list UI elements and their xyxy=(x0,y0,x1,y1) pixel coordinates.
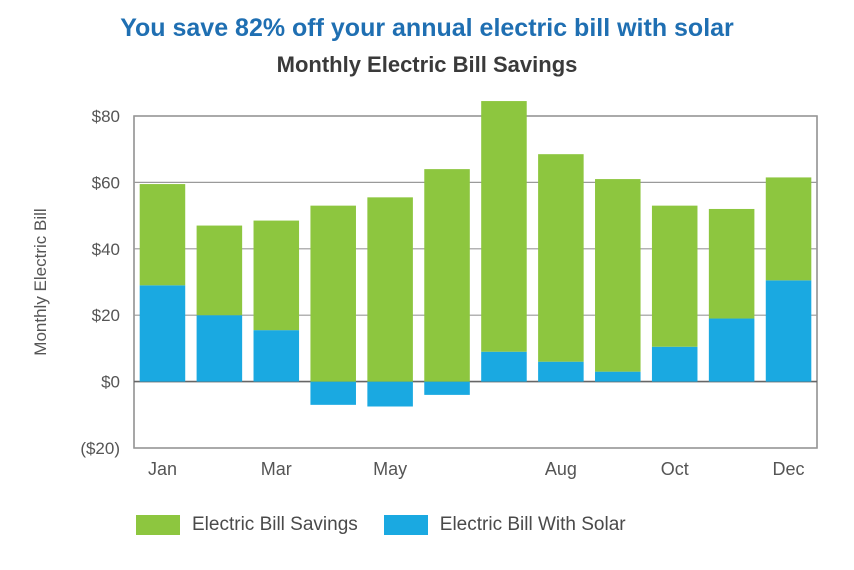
bar-savings-mar xyxy=(253,220,300,331)
bar-with-solar-sep xyxy=(595,371,641,382)
bar-with-solar-feb xyxy=(196,315,243,382)
bar-with-solar-apr xyxy=(310,381,356,405)
bar-savings-nov xyxy=(708,208,755,319)
bar-savings-jul xyxy=(481,101,527,352)
x-tick-label: Mar xyxy=(261,459,292,479)
y-axis-label: Monthly Electric Bill xyxy=(31,208,50,355)
chart-headline: You save 82% off your annual electric bi… xyxy=(120,14,734,42)
axes: ($20) $0 $20 $40 $60 $80 Jan Mar May Aug Oct Dec xyxy=(80,107,804,479)
y-tick-label: $20 xyxy=(92,306,120,325)
bar-savings-jun xyxy=(424,169,470,382)
bar-with-solar-jul xyxy=(481,351,527,382)
bar-with-solar-dec xyxy=(765,280,812,382)
y-tick-label: ($20) xyxy=(80,439,120,458)
y-tick-label: $40 xyxy=(92,240,120,259)
bar-with-solar-jan xyxy=(139,285,186,382)
legend-label-with-solar: Electric Bill With Solar xyxy=(439,514,626,535)
bar-with-solar-oct xyxy=(651,346,698,382)
bar-with-solar-aug xyxy=(538,361,584,382)
x-tick-label: Jan xyxy=(148,459,177,479)
bar-with-solar-mar xyxy=(253,330,300,382)
legend: Electric Bill Savings Electric Bill With… xyxy=(136,514,652,536)
x-tick-label: Aug xyxy=(545,459,577,479)
bar-with-solar-may xyxy=(367,381,413,407)
y-tick-label: $60 xyxy=(92,173,120,192)
bar-savings-dec xyxy=(765,177,812,281)
bar-savings-sep xyxy=(595,179,641,372)
legend-item-savings: Electric Bill Savings xyxy=(136,514,358,536)
x-tick-label: May xyxy=(373,459,407,479)
bars xyxy=(139,101,812,407)
bar-savings-feb xyxy=(196,225,243,316)
x-tick-label: Dec xyxy=(773,459,805,479)
y-tick-label: $80 xyxy=(92,107,120,126)
legend-item-with-solar: Electric Bill With Solar xyxy=(383,514,626,536)
bar-savings-jan xyxy=(139,184,186,286)
bar-with-solar-jun xyxy=(424,381,470,395)
chart-title: Monthly Electric Bill Savings xyxy=(276,52,578,77)
legend-swatch-savings xyxy=(136,515,180,535)
y-tick-label: $0 xyxy=(101,373,120,392)
bar-with-solar-nov xyxy=(708,318,755,382)
legend-label-savings: Electric Bill Savings xyxy=(192,514,358,535)
legend-swatch-with-solar xyxy=(383,515,428,535)
bar-savings-oct xyxy=(651,205,698,347)
bar-savings-may xyxy=(367,197,413,382)
bar-savings-aug xyxy=(538,154,584,362)
bar-savings-apr xyxy=(310,205,356,382)
grid xyxy=(133,115,818,449)
x-tick-label: Oct xyxy=(661,459,689,479)
